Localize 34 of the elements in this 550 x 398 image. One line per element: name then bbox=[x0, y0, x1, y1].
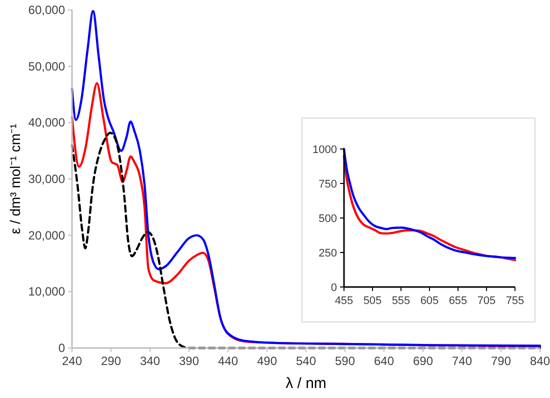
x-tick-label: 755 bbox=[506, 295, 524, 307]
x-tick-label: 655 bbox=[448, 295, 468, 307]
x-tick-label: 555 bbox=[392, 295, 410, 307]
y-tick-label: 1000 bbox=[312, 144, 337, 156]
y-tick-label: 30,000 bbox=[28, 172, 66, 186]
x-tick-label: 840 bbox=[530, 354, 550, 368]
x-tick-label: 390 bbox=[178, 354, 200, 368]
x-tick-label: 440 bbox=[218, 354, 238, 368]
y-tick-label: 750 bbox=[318, 178, 337, 190]
y-axis-title: ε / dm³ mol⁻¹ cm⁻¹ bbox=[7, 123, 23, 234]
x-tick-label: 640 bbox=[374, 354, 394, 368]
x-tick-label: 740 bbox=[452, 354, 472, 368]
x-tick-label: 505 bbox=[363, 295, 382, 307]
x-axis-title: λ / nm bbox=[286, 375, 326, 392]
y-tick-label: 50,000 bbox=[28, 59, 66, 74]
y-tick-label: 20,000 bbox=[28, 228, 66, 242]
x-tick-label: 790 bbox=[490, 354, 512, 368]
y-tick-label: 0 bbox=[58, 341, 66, 355]
y-tick-label: 250 bbox=[318, 248, 337, 260]
x-tick-label: 605 bbox=[420, 295, 439, 307]
x-tick-label: 540 bbox=[296, 354, 316, 368]
x-tick-label: 290 bbox=[100, 354, 122, 368]
x-tick-label: 340 bbox=[140, 354, 160, 368]
x-tick-label: 690 bbox=[412, 354, 434, 368]
y-tick-label: 500 bbox=[318, 213, 337, 225]
y-tick-label: 10,000 bbox=[28, 284, 66, 299]
x-tick-label: 455 bbox=[334, 295, 354, 307]
y-tick-label: 60,000 bbox=[28, 3, 66, 17]
x-tick-label: 705 bbox=[477, 295, 496, 307]
x-tick-label: 590 bbox=[334, 354, 356, 368]
x-tick-label: 490 bbox=[256, 354, 278, 368]
y-tick-label: 0 bbox=[330, 282, 337, 294]
y-tick-label: 40,000 bbox=[28, 116, 66, 130]
x-tick-label: 240 bbox=[62, 354, 82, 368]
